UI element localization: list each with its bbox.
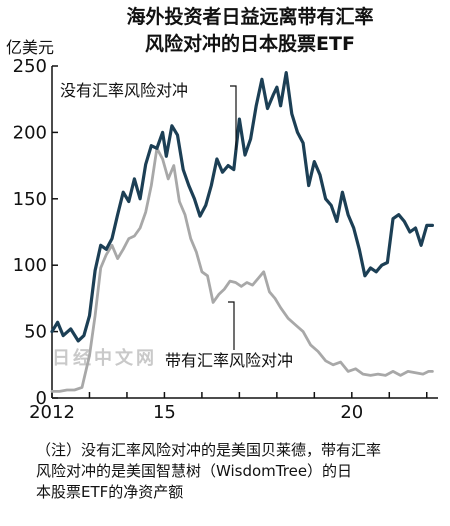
chart-title-line-1: 海外投资者日益远离带有汇率 bbox=[126, 6, 374, 28]
y-tick-label: 250 bbox=[13, 56, 47, 77]
series-label-hedged: 带有汇率风险对冲 bbox=[165, 351, 293, 370]
series-label-unhedged: 没有汇率风险对冲 bbox=[60, 81, 188, 100]
x-tick-label: 2012 bbox=[29, 402, 75, 423]
watermark-text: 日经中文网 bbox=[52, 347, 157, 369]
chart-series-layer bbox=[50, 70, 434, 393]
x-tick-label: 20 bbox=[340, 402, 363, 423]
chart-axes: 0 50 100 150 200 250 2012 15 20 bbox=[13, 56, 438, 423]
y-tick-label: 200 bbox=[13, 122, 47, 143]
y-tick-label: 0 bbox=[36, 388, 47, 409]
x-tick-label: 15 bbox=[153, 402, 176, 423]
y-tick-label: 150 bbox=[13, 189, 47, 210]
y-axis-unit-label: 亿美元 bbox=[6, 38, 55, 57]
series-line-unhedged bbox=[50, 70, 434, 343]
y-tick-label: 100 bbox=[13, 255, 47, 276]
y-tick-label: 50 bbox=[24, 322, 47, 343]
annotation-leader-line bbox=[230, 85, 237, 150]
series-line-hedged bbox=[50, 146, 434, 393]
chart-title-line-2: 风险对冲的日本股票ETF bbox=[145, 33, 355, 55]
chart-footnote: （注）没有汇率风险对冲的是美国贝莱德，带有汇率 风险对冲的是美国智慧树（Wisd… bbox=[36, 441, 382, 501]
annotation-leader-line bbox=[228, 301, 235, 350]
chart-title: 海外投资者日益远离带有汇率 风险对冲的日本股票ETF bbox=[70, 4, 430, 58]
